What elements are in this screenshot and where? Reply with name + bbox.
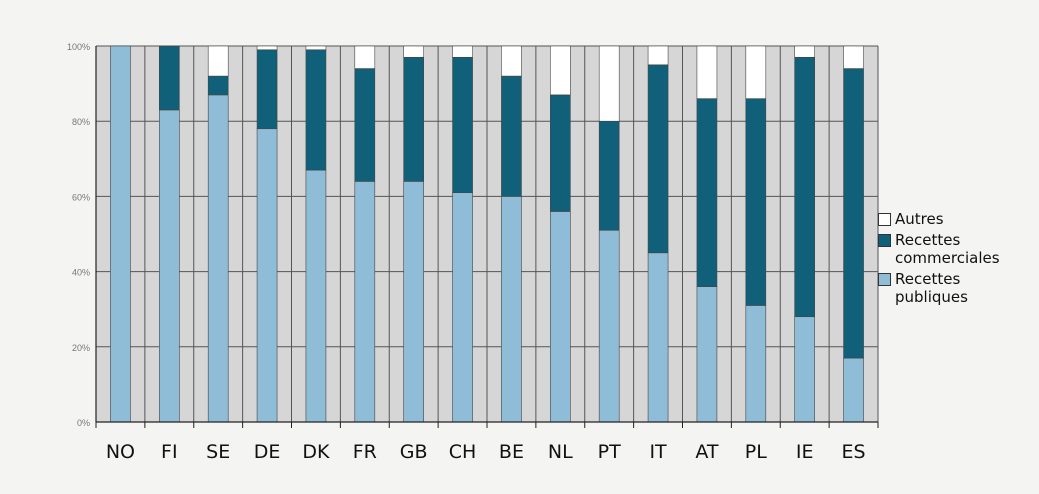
x-tick-label: DK xyxy=(302,441,330,463)
bar-segment-fi xyxy=(159,45,180,111)
x-tick-label: AT xyxy=(695,441,719,463)
y-tick-label: 100% xyxy=(67,42,90,52)
y-tick-label: 0% xyxy=(77,418,90,428)
x-tick-label: PT xyxy=(598,441,621,463)
legend-swatch xyxy=(878,234,891,247)
legend-entry: Recettes publiques xyxy=(878,270,1038,306)
bar-segment-se xyxy=(207,45,229,77)
x-tick-label: PL xyxy=(745,441,767,463)
bar-segment-nl xyxy=(550,211,571,423)
bar-segment-ch xyxy=(452,192,473,423)
bar-segment-fr xyxy=(354,45,376,69)
bar-segment-be xyxy=(501,45,522,77)
bar-segment-ie xyxy=(794,56,815,318)
bar-segment-ie xyxy=(794,45,815,58)
y-tick-labels: 0% 20% 40% 60% 80% 100% xyxy=(67,42,90,428)
bar-segment-pl xyxy=(745,98,767,306)
bar-segment-pt xyxy=(598,229,620,423)
bar-segment-es xyxy=(843,357,864,423)
legend-entry: Recettes commerciales xyxy=(878,231,1038,267)
bar-segment-dk xyxy=(305,45,327,51)
bar-segment-se xyxy=(207,75,229,96)
bar-segment-fr xyxy=(354,181,376,423)
x-tick-label: IT xyxy=(649,441,667,463)
bar-segment-be xyxy=(501,196,522,423)
x-tick-label: GB xyxy=(400,441,428,463)
bar-segment-at xyxy=(696,98,718,287)
bar-segment-dk xyxy=(305,169,327,423)
bar-segment-ie xyxy=(794,316,815,423)
x-tick-label: ES xyxy=(842,441,866,463)
x-tick-labels: NO FI SE DE DK FR GB CH BE NL PT IT AT PL IE ES xyxy=(106,441,866,463)
x-tick-label: NL xyxy=(548,441,573,463)
x-tick-label: NO xyxy=(106,441,135,463)
bar-segment-es xyxy=(843,45,864,69)
bar-segment-at xyxy=(696,286,718,423)
bar-segment-it xyxy=(647,252,669,423)
bar-segment-ch xyxy=(452,56,473,193)
bar-segment-se xyxy=(207,94,229,423)
x-tick-label: DE xyxy=(254,441,281,463)
bar-segment-pl xyxy=(745,45,767,99)
bar-segment-dk xyxy=(305,49,327,171)
bar-segment-ch xyxy=(452,45,473,58)
x-tick-label: CH xyxy=(449,441,477,463)
bar-segment-pl xyxy=(745,305,767,423)
x-tick-label: BE xyxy=(499,441,524,463)
bar-segment-pt xyxy=(598,45,620,122)
x-tick-label: FI xyxy=(161,441,178,463)
bar-segment-gb xyxy=(403,45,424,58)
bar-segment-gb xyxy=(403,56,424,182)
bars xyxy=(110,45,864,423)
axes xyxy=(95,46,879,428)
bar-segment-fi xyxy=(159,109,180,423)
y-tick-label: 80% xyxy=(72,117,90,127)
legend-label: Recettes commerciales xyxy=(895,231,1000,267)
x-tick-label: FR xyxy=(353,441,377,463)
legend-label: Recettes publiques xyxy=(895,270,968,306)
bar-segment-at xyxy=(696,45,718,99)
bar-segment-nl xyxy=(550,94,571,212)
bar-segment-be xyxy=(501,75,522,197)
bar-segment-it xyxy=(647,45,669,66)
legend-entry: Autres xyxy=(878,210,1038,228)
bar-segment-nl xyxy=(550,45,571,96)
bar-segment-it xyxy=(647,64,669,254)
bar-segment-de xyxy=(256,49,278,130)
bar-segment-es xyxy=(843,68,864,359)
bar-segment-pt xyxy=(598,120,620,231)
bar-segment-de xyxy=(256,45,278,51)
legend-label: Autres xyxy=(895,210,944,228)
y-tick-label: 40% xyxy=(72,268,90,278)
x-tick-label: IE xyxy=(796,441,814,463)
bar-segment-no xyxy=(110,45,131,423)
x-tick-label: SE xyxy=(206,441,230,463)
bar-segment-fr xyxy=(354,68,376,182)
y-tick-label: 60% xyxy=(72,192,90,202)
legend-swatch xyxy=(878,273,891,286)
y-tick-label: 20% xyxy=(72,343,90,353)
bar-segment-de xyxy=(256,128,278,423)
legend-swatch xyxy=(878,213,891,226)
bar-segment-gb xyxy=(403,181,424,423)
legend: Autres Recettes commerciales Recettes publ… xyxy=(878,210,1038,309)
